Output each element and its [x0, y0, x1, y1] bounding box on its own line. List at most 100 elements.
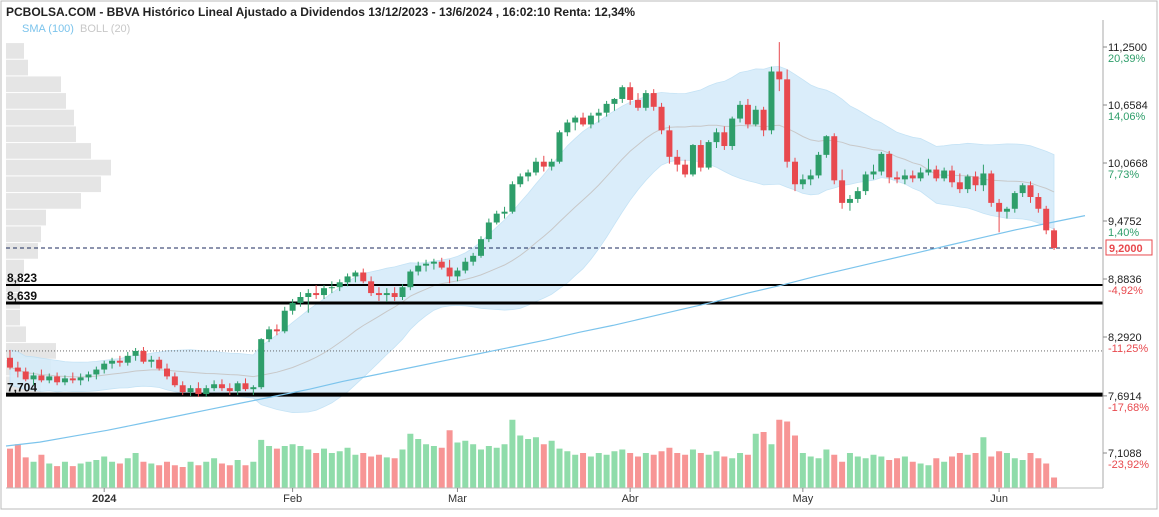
candle[interactable]	[446, 259, 453, 284]
candle[interactable]	[760, 106, 767, 137]
candle[interactable]	[540, 155, 547, 172]
candle[interactable]	[580, 112, 587, 127]
candle[interactable]	[179, 381, 186, 396]
candle[interactable]	[258, 338, 265, 390]
candle[interactable]	[595, 108, 602, 123]
candle[interactable]	[839, 169, 846, 209]
candle[interactable]	[964, 174, 971, 194]
candle[interactable]	[846, 195, 853, 211]
candle[interactable]	[737, 100, 744, 123]
candle[interactable]	[391, 287, 398, 301]
candle[interactable]	[148, 355, 155, 368]
candle[interactable]	[619, 85, 626, 103]
candle[interactable]	[941, 167, 948, 182]
candle[interactable]	[69, 372, 76, 384]
candle[interactable]	[635, 93, 641, 111]
candle[interactable]	[124, 351, 131, 366]
candle[interactable]	[423, 259, 430, 272]
candle[interactable]	[164, 363, 170, 380]
candle[interactable]	[909, 170, 916, 183]
candle[interactable]	[234, 381, 241, 396]
candle[interactable]	[375, 287, 382, 301]
candle[interactable]	[556, 130, 563, 164]
candle[interactable]	[744, 98, 751, 129]
candle[interactable]	[949, 165, 955, 188]
candle[interactable]	[77, 373, 84, 386]
candle[interactable]	[368, 276, 375, 297]
candle[interactable]	[658, 102, 665, 135]
candle[interactable]	[289, 298, 296, 315]
candle[interactable]	[360, 268, 367, 284]
candle[interactable]	[454, 267, 461, 282]
candle[interactable]	[273, 324, 280, 336]
candle[interactable]	[430, 258, 437, 270]
candle[interactable]	[988, 170, 995, 207]
candle[interactable]	[792, 157, 798, 192]
candle[interactable]	[211, 380, 218, 392]
candle[interactable]	[933, 165, 940, 182]
candle[interactable]	[713, 128, 720, 148]
candle[interactable]	[132, 347, 139, 361]
candle[interactable]	[627, 82, 634, 105]
candle[interactable]	[305, 289, 312, 313]
candle[interactable]	[344, 273, 351, 287]
candle[interactable]	[313, 285, 320, 299]
candle[interactable]	[815, 151, 822, 179]
candle[interactable]	[321, 285, 327, 299]
candle[interactable]	[689, 144, 696, 177]
candle[interactable]	[415, 261, 422, 276]
candle[interactable]	[697, 140, 704, 172]
candle[interactable]	[46, 373, 53, 384]
candle[interactable]	[799, 174, 806, 190]
candle[interactable]	[1035, 193, 1042, 213]
candle[interactable]	[297, 292, 304, 307]
candle[interactable]	[85, 371, 92, 382]
candle[interactable]	[1051, 228, 1058, 250]
candle[interactable]	[752, 105, 759, 127]
candle[interactable]	[14, 361, 21, 378]
candles[interactable]	[7, 42, 1058, 397]
candle[interactable]	[266, 326, 273, 343]
candle[interactable]	[572, 115, 579, 131]
candle[interactable]	[650, 89, 657, 111]
candle[interactable]	[721, 126, 728, 150]
candle[interactable]	[1003, 206, 1010, 219]
candle[interactable]	[862, 171, 869, 196]
candle[interactable]	[894, 171, 901, 184]
candle[interactable]	[972, 171, 979, 192]
candle[interactable]	[611, 97, 618, 111]
candle[interactable]	[218, 379, 225, 392]
candle[interactable]	[548, 158, 555, 171]
candle[interactable]	[1011, 191, 1018, 213]
candle[interactable]	[54, 372, 61, 386]
candle[interactable]	[1043, 205, 1050, 235]
candle[interactable]	[226, 383, 233, 396]
candle[interactable]	[328, 281, 335, 294]
candle[interactable]	[878, 151, 885, 176]
candle[interactable]	[1027, 181, 1034, 203]
candle[interactable]	[336, 279, 343, 292]
candle[interactable]	[61, 375, 68, 386]
candle[interactable]	[784, 69, 791, 168]
candle[interactable]	[383, 288, 390, 302]
candle[interactable]	[250, 385, 257, 396]
candle[interactable]	[485, 218, 492, 243]
candle[interactable]	[399, 284, 406, 300]
candle[interactable]	[682, 159, 689, 178]
candle[interactable]	[666, 125, 673, 164]
candle[interactable]	[525, 169, 532, 182]
candle[interactable]	[674, 149, 681, 172]
candle[interactable]	[823, 135, 830, 158]
candle[interactable]	[870, 164, 877, 180]
candle[interactable]	[1019, 183, 1026, 197]
candle[interactable]	[493, 210, 500, 225]
candle[interactable]	[886, 150, 893, 184]
candle[interactable]	[768, 66, 775, 135]
candle[interactable]	[38, 369, 45, 383]
candle[interactable]	[470, 252, 477, 266]
candle[interactable]	[156, 356, 163, 371]
candle[interactable]	[501, 206, 508, 219]
candle[interactable]	[30, 372, 37, 386]
candle[interactable]	[462, 257, 469, 274]
candle[interactable]	[187, 385, 194, 397]
